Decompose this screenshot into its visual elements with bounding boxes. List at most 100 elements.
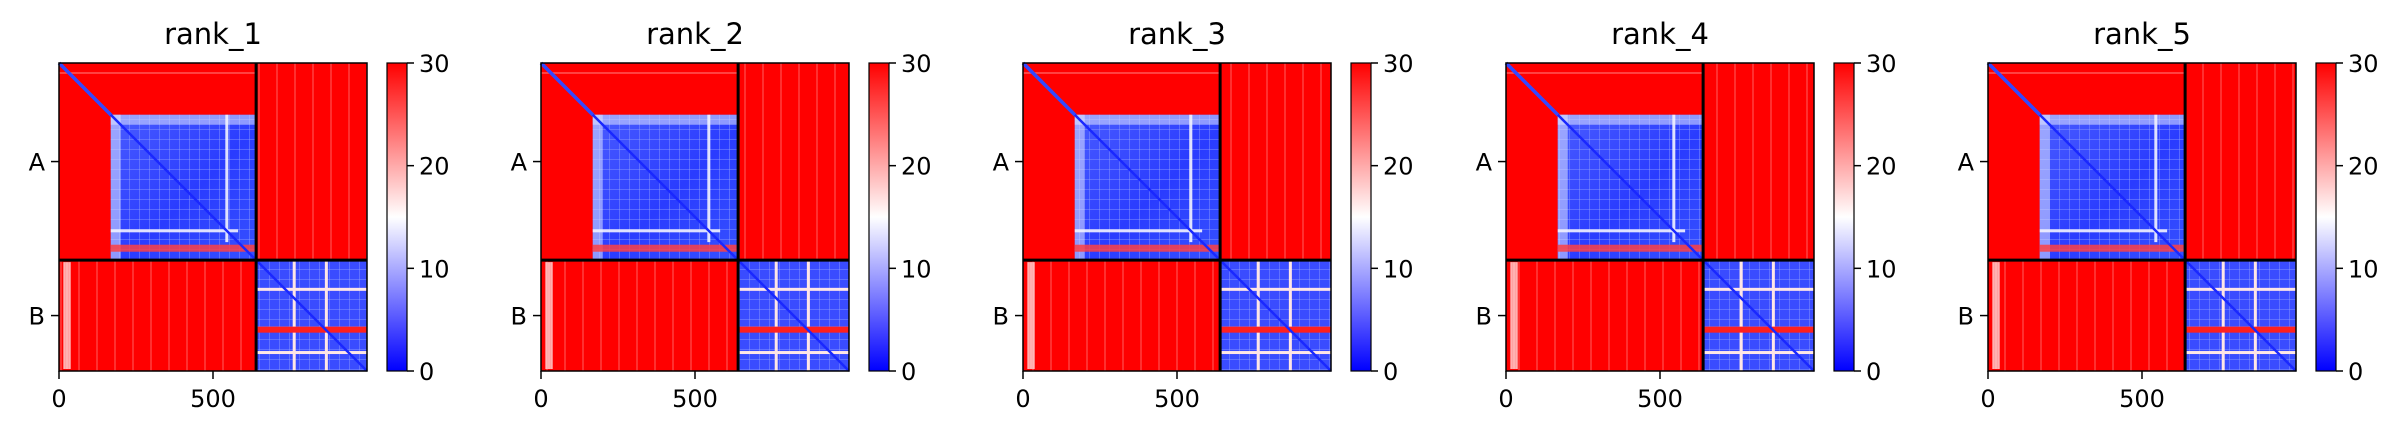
separator <box>2221 260 2225 371</box>
block-B-A <box>59 260 257 371</box>
y-tick-label: A <box>1476 149 1493 177</box>
heatmap <box>1986 61 2297 372</box>
colorbar: 0 10 20 30 <box>2315 50 2379 386</box>
panel-rank_1: rank_1 A B 0 500 0 10 20 30 <box>29 17 450 413</box>
x-tick-label: 500 <box>190 385 236 413</box>
block-edge <box>592 114 739 125</box>
separator <box>738 351 849 355</box>
separator <box>774 260 778 371</box>
block-B-B <box>737 259 850 372</box>
diagonal-A <box>1073 113 1222 262</box>
colorbar-gradient <box>386 62 408 372</box>
white-line <box>2039 229 2168 233</box>
stripe-mark <box>1506 72 1704 74</box>
white-line <box>1557 229 1686 233</box>
block-A-B <box>2185 63 2296 261</box>
block-edge <box>1557 114 1568 261</box>
separator <box>1739 260 1743 371</box>
band <box>256 326 367 333</box>
block-B-A <box>541 260 739 371</box>
panel-title: rank_2 <box>646 17 744 51</box>
stripe-mark <box>1023 72 1221 74</box>
y-tick-label: B <box>511 303 527 331</box>
block-edge <box>1074 114 1085 261</box>
separator <box>1703 351 1814 355</box>
separator <box>1220 351 1331 355</box>
stripe-mark <box>68 262 71 369</box>
band <box>2185 326 2296 333</box>
diagonal-A-start <box>57 61 113 117</box>
stripe-mark <box>1512 262 1516 369</box>
diagonal-A <box>1556 113 1705 262</box>
white-line <box>110 229 239 233</box>
colorbar-tick-label: 10 <box>1866 255 1897 283</box>
colorbar-tick-label: 20 <box>1866 153 1897 181</box>
panel-title: rank_1 <box>164 17 262 51</box>
block-edge <box>1557 114 1704 125</box>
y-tick-label: B <box>993 303 1009 331</box>
diagonal-B <box>2184 259 2297 372</box>
colorbar-tick-label: 0 <box>1383 358 1398 386</box>
block-A-B <box>256 63 367 261</box>
panel-rank_4: rank_4 A B 0 500 0 10 20 30 <box>1476 17 1897 413</box>
diagonal-A <box>591 113 740 262</box>
block-edge <box>110 114 121 261</box>
block-B-A <box>1988 260 2186 371</box>
band <box>1703 326 1814 333</box>
stripe-mark <box>1510 262 1513 369</box>
block-B-B <box>1219 259 1332 372</box>
colorbar: 0 10 20 30 <box>1833 50 1897 386</box>
x-tick-label: 0 <box>1015 385 1030 413</box>
heatmap <box>57 61 368 372</box>
colorbar-gradient <box>2315 62 2337 372</box>
panel-title: rank_4 <box>1611 17 1709 51</box>
colorbar-tick-label: 30 <box>419 50 450 78</box>
heatmap <box>1021 61 1332 372</box>
separator <box>806 260 810 371</box>
band <box>738 326 849 333</box>
white-line <box>225 114 229 243</box>
colorbar-tick-label: 20 <box>419 153 450 181</box>
panel-rank_3: rank_3 A B 0 500 0 10 20 30 <box>993 17 1414 413</box>
colorbar-tick-label: 10 <box>419 255 450 283</box>
colorbar-tick-label: 30 <box>1383 50 1414 78</box>
panel-title: rank_5 <box>2093 17 2191 51</box>
colorbar-tick-label: 10 <box>2348 255 2379 283</box>
y-tick-label: A <box>1958 149 1975 177</box>
stripe-mark <box>541 72 739 74</box>
separator <box>1771 260 1775 371</box>
colorbar-tick-label: 20 <box>2348 153 2379 181</box>
block-B-B <box>255 259 368 372</box>
y-tick-label: B <box>1476 303 1492 331</box>
separator <box>738 287 849 291</box>
block-edge <box>592 114 603 261</box>
separator <box>256 351 367 355</box>
colorbar-gradient <box>1833 62 1855 372</box>
separator <box>2185 351 2296 355</box>
stripe-mark <box>547 262 551 369</box>
white-line <box>1074 229 1203 233</box>
y-tick-label: A <box>511 149 528 177</box>
diagonal-B <box>255 259 368 372</box>
separator <box>1288 260 1292 371</box>
diagonal-A-start <box>1986 61 2042 117</box>
colorbar-tick-label: 0 <box>1866 358 1881 386</box>
x-tick-label: 500 <box>2119 385 2165 413</box>
colorbar: 0 10 20 30 <box>868 50 932 386</box>
colorbar: 0 10 20 30 <box>1350 50 1414 386</box>
block-edge <box>110 114 257 125</box>
band <box>1074 244 1221 252</box>
y-tick-label: A <box>993 149 1010 177</box>
panel-title: rank_3 <box>1128 17 1226 51</box>
stripe-mark <box>1994 262 1998 369</box>
y-tick-label: A <box>29 149 46 177</box>
block-B-A <box>1023 260 1221 371</box>
white-line <box>1189 114 1193 243</box>
block-A-B <box>1220 63 1331 261</box>
colorbar-tick-label: 0 <box>901 358 916 386</box>
separator <box>292 260 296 371</box>
x-tick-label: 0 <box>51 385 66 413</box>
diagonal-A-start <box>539 61 595 117</box>
colorbar-tick-label: 10 <box>1383 255 1414 283</box>
